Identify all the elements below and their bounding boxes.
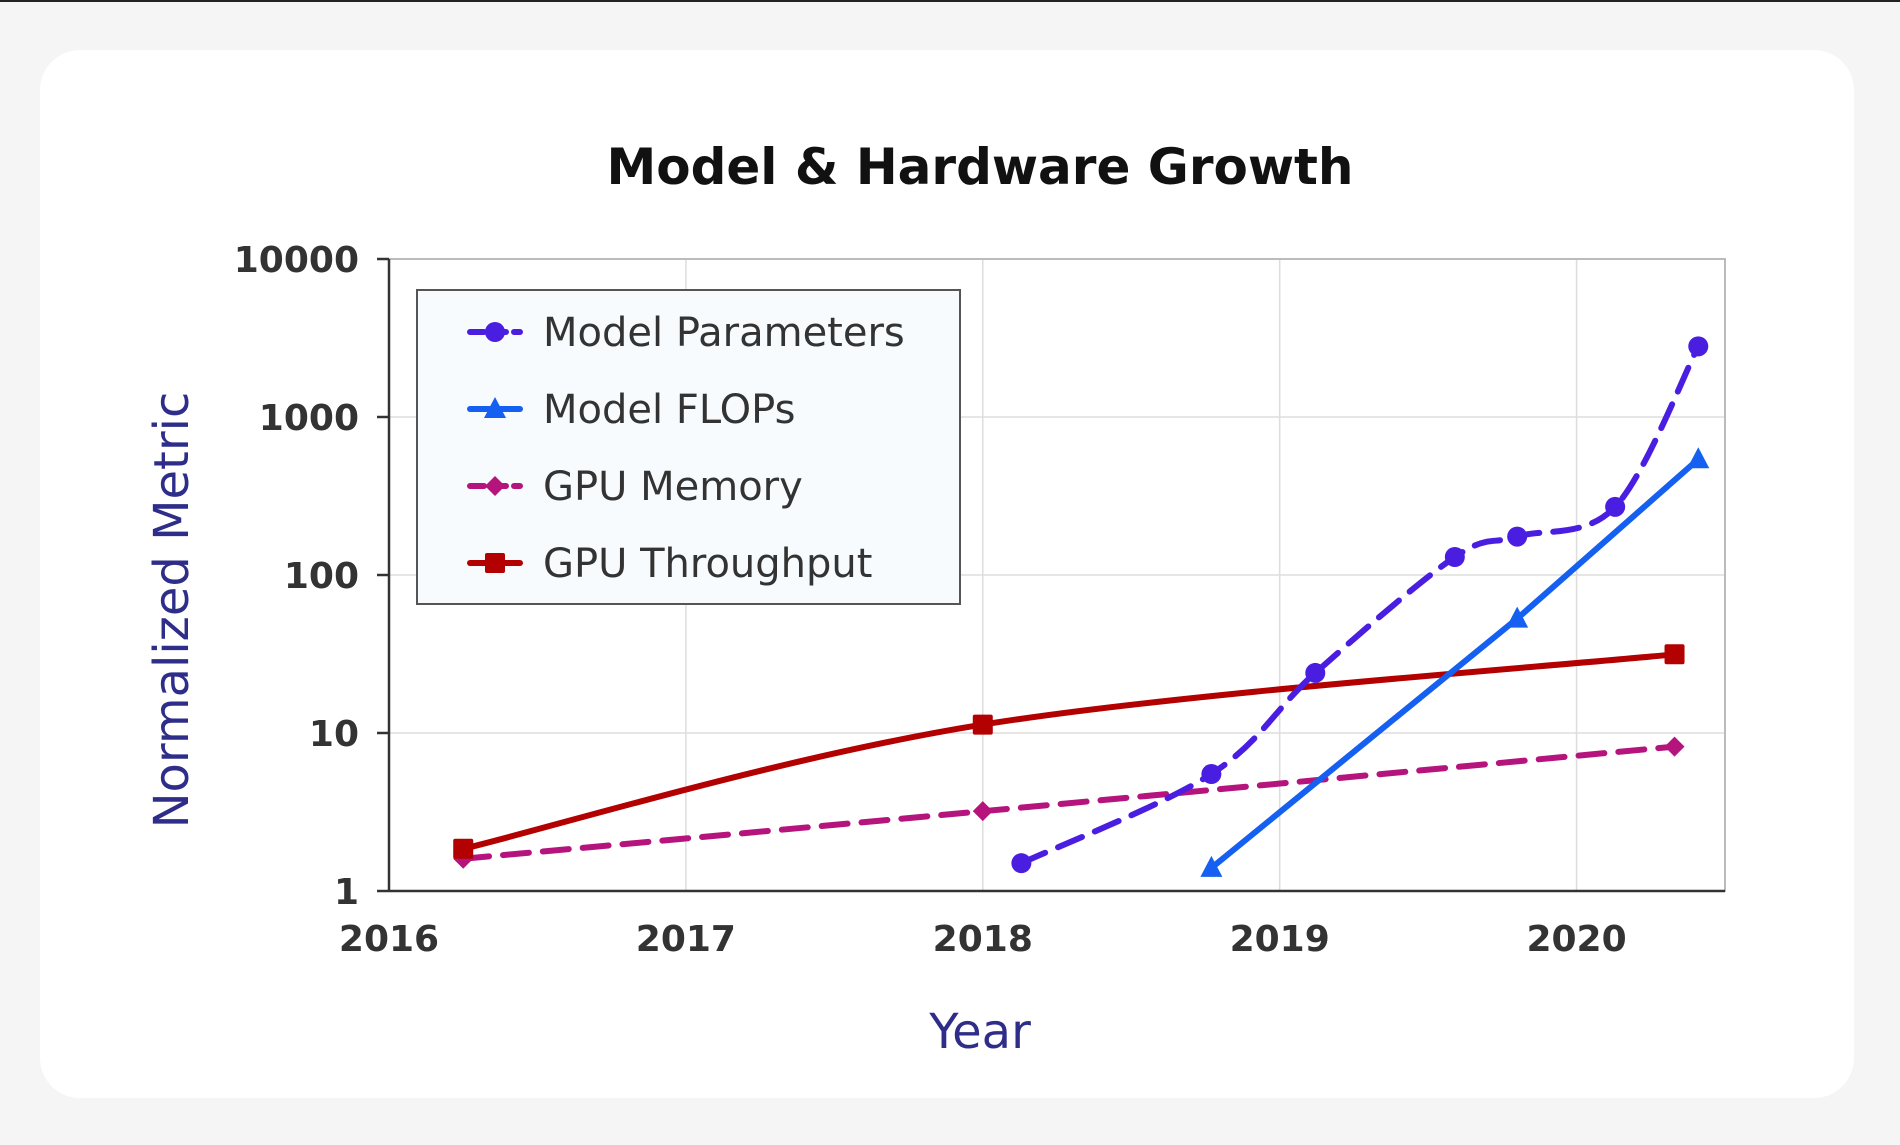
data-point-model-parameters [1201, 764, 1222, 785]
series-line-model-parameters [1018, 343, 1702, 867]
tick-labels: 1 10 100 1000 10000 2016 2017 2018 2019 2020 [234, 240, 1627, 960]
y-tick-label: 100 [284, 556, 359, 597]
x-axis-title: Year [928, 1004, 1031, 1060]
legend-swatch-marker [485, 553, 505, 573]
data-point-model-flops [1687, 447, 1710, 469]
legend-swatch-marker [485, 476, 505, 496]
x-tick-label: 2019 [1230, 919, 1330, 960]
data-point-model-parameters [1305, 662, 1326, 683]
legend-items: Model Parameters Model FLOPs GPU Memory GPU… [467, 310, 905, 587]
data-point-model-flops [1506, 606, 1529, 628]
legend-box [416, 289, 961, 605]
data-point-model-parameters [1688, 336, 1709, 357]
series-line-gpu-memory [460, 743, 1678, 862]
data-point-model-flops [1200, 855, 1223, 877]
legend-swatch-marker [484, 397, 506, 418]
x-tick-label: 2020 [1526, 919, 1626, 960]
series-model-flops [1200, 447, 1710, 877]
y-tick-label: 10000 [234, 240, 359, 281]
data-point-gpu-memory [1664, 736, 1685, 757]
data-point-model-parameters [1444, 546, 1465, 567]
data-point-model-parameters [1605, 496, 1626, 517]
legend-item-gpu-memory: GPU Memory [467, 464, 803, 510]
data-point-gpu-throughput [972, 714, 993, 735]
data-point-gpu-throughput [453, 838, 474, 859]
legend-label: Model FLOPs [543, 387, 795, 433]
series-layer [453, 336, 1710, 877]
data-point-gpu-throughput [1664, 644, 1685, 665]
y-axis-title: Normalized Metric [144, 392, 200, 829]
series-gpu-throughput [453, 644, 1685, 859]
legend-item-model-parameters: Model Parameters [467, 310, 905, 356]
x-tick-label: 2016 [339, 919, 439, 960]
x-tick-label: 2017 [636, 919, 736, 960]
data-point-model-parameters [1507, 526, 1528, 547]
legend-swatch-marker [485, 322, 505, 342]
series-line-gpu-throughput [460, 651, 1678, 852]
y-tick-label: 1 [334, 872, 359, 913]
y-tick-label: 1000 [259, 398, 359, 439]
chart-title: Model & Hardware Growth [606, 138, 1353, 196]
legend-item-model-flops: Model FLOPs [467, 387, 795, 433]
data-point-model-parameters [1011, 853, 1032, 874]
legend-label: GPU Memory [543, 464, 803, 510]
y-tick-label: 10 [309, 714, 359, 755]
legend: Model Parameters Model FLOPs GPU Memory GPU… [416, 289, 961, 605]
legend-label: GPU Throughput [543, 541, 872, 587]
legend-label: Model Parameters [543, 310, 905, 356]
data-point-gpu-memory [972, 801, 993, 822]
series-model-parameters [1011, 336, 1709, 874]
x-tick-label: 2018 [933, 919, 1033, 960]
legend-item-gpu-throughput: GPU Throughput [467, 541, 872, 587]
series-line-model-flops [1208, 456, 1702, 871]
top-border-line [0, 0, 1900, 2]
